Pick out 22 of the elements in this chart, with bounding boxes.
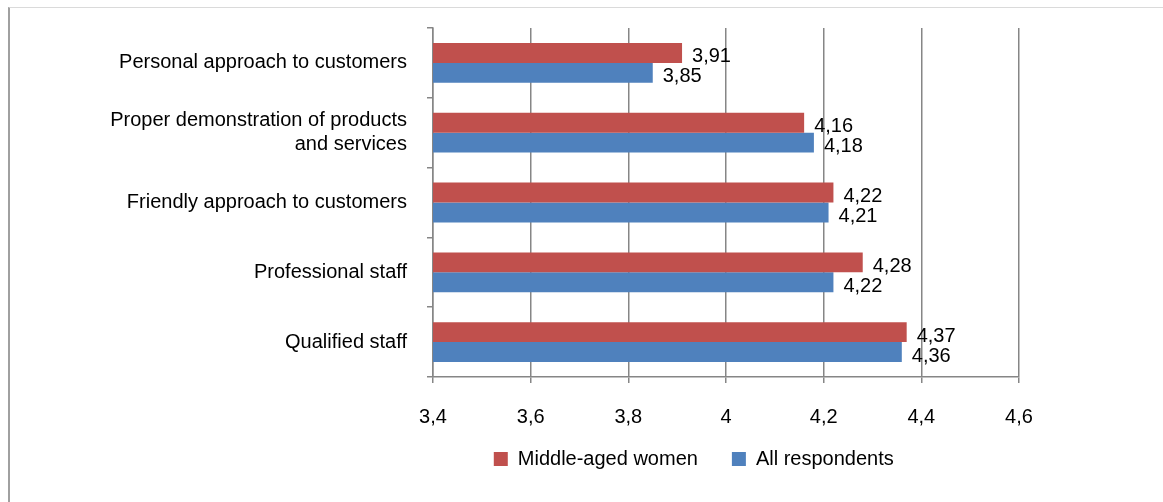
y-tick-label: Friendly approach to customers — [126, 190, 407, 213]
x-tick-label: 3,8 — [614, 404, 643, 427]
data-label: 4,18 — [823, 134, 863, 157]
data-label: 4,22 — [843, 273, 883, 296]
data-label: 4,37 — [916, 323, 956, 346]
y-tick-label: Proper demonstration of products and services — [110, 108, 407, 155]
y-tick-label: Personal approach to customers — [119, 50, 407, 73]
x-tick-label: 4,4 — [907, 404, 936, 427]
data-label: 4,28 — [872, 253, 912, 276]
legend-label: Middle-aged women — [517, 446, 698, 469]
y-tick-label: Qualified staff — [285, 329, 408, 352]
x-tick-label: 4,6 — [1005, 404, 1033, 427]
x-tick-label: 3,6 — [516, 404, 545, 427]
y-tick-label: Professional staff — [253, 259, 408, 282]
data-label: 4,22 — [843, 184, 883, 207]
x-tick-label: 3,4 — [419, 404, 447, 427]
data-label: 3,85 — [662, 64, 702, 87]
legend-label: All respondents — [755, 446, 894, 469]
data-label: 3,91 — [692, 44, 731, 67]
data-label: 4,16 — [814, 114, 854, 137]
x-tick-label: 4,2 — [809, 404, 838, 427]
x-tick-label: 4 — [720, 404, 732, 427]
